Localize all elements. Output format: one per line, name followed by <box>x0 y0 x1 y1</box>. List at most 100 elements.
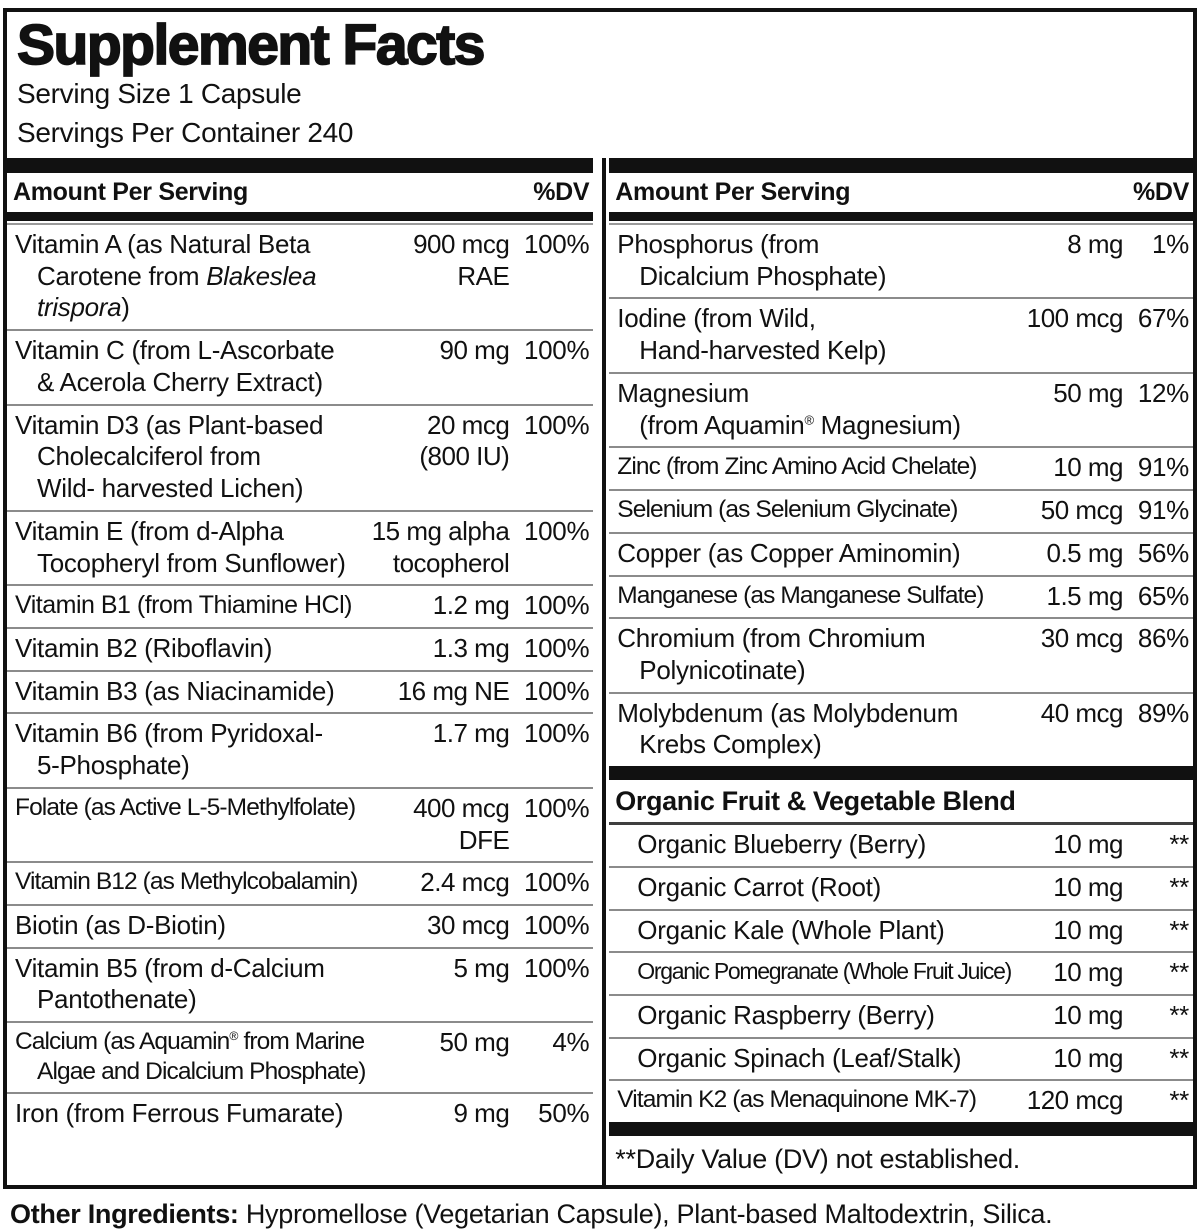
nutrient-row: Selenium (as Selenium Glycinate) 50 mcg 91… <box>609 489 1193 532</box>
nutrient-row: Vitamin B12 (as Methylcobalamin) 2.4 mcg 1… <box>7 861 594 904</box>
column-header-right: Amount Per Serving %DV <box>609 173 1193 212</box>
nutrient-name: Zinc (from Zinc Amino Acid Chelate) <box>617 453 977 481</box>
other-ingredients-label: Other Ingredients: <box>10 1199 239 1230</box>
nutrient-dv: 91% <box>1137 452 1189 483</box>
nutrient-dv: 100% <box>523 675 590 706</box>
nutrient-name: Biotin (as D-Biotin) <box>15 909 226 940</box>
nutrient-dv: 100% <box>523 229 590 260</box>
nutrient-row: Iodine (from Wild, Hand-harvested Kelp) 1… <box>609 297 1193 371</box>
nutrient-dv: 91% <box>1137 495 1189 526</box>
nutrient-amount: 120 mcg <box>1026 1085 1124 1116</box>
title-block: Supplement Facts Serving Size 1 Capsule … <box>7 12 1193 158</box>
nutrient-name: Molybdenum (as Molybdenum Krebs Complex) <box>617 697 959 760</box>
header-bar-bottom-left <box>7 212 594 222</box>
nutrient-name: Vitamin C (from L-Ascorbate & Acerola Ch… <box>15 335 335 397</box>
nutrient-amount: 100 mcg <box>1026 303 1124 334</box>
nutrient-dv: 4% <box>552 1027 590 1058</box>
nutrient-row: Folate (as Active L-5-Methylfolate) 400 m… <box>7 786 594 861</box>
nutrient-row: Vitamin B5 (from d-Calcium Pantothenate)… <box>7 946 594 1021</box>
nutrient-dv: ** <box>1169 914 1189 945</box>
nutrient-name: Vitamin B12 (as Methylcobalamin) <box>15 868 358 896</box>
nutrient-amount: 400 mcg DFE <box>413 792 510 855</box>
column-divider <box>602 158 607 1186</box>
other-ingredients-text: Hypromellose (Vegetarian Capsule), Plant… <box>238 1199 1053 1230</box>
serving-size-text: Serving Size 1 Capsule <box>17 78 302 110</box>
nutrient-amount: 16 mg NE <box>397 675 510 706</box>
nutrient-dv: 100% <box>523 409 590 440</box>
left-nutrient-rows: Vitamin A (as Natural Beta Carotene from… <box>7 225 594 1135</box>
nutrient-name: Selenium (as Selenium Glycinate) <box>617 496 958 524</box>
nutrient-row: Manganese (as Manganese Sulfate) 1.5 mg 65… <box>609 574 1193 618</box>
blend-section-bar <box>609 766 1193 781</box>
nutrient-dv: ** <box>1169 957 1189 988</box>
nutrient-name: Organic Carrot (Root) <box>637 871 881 902</box>
nutrient-name: Iodine (from Wild, Hand-harvested Kelp) <box>617 303 887 366</box>
nutrient-amount: 30 mcg <box>1040 623 1124 654</box>
nutrient-dv: 100% <box>523 792 590 823</box>
nutrient-row: Organic Kale (Whole Plant) 10 mg ** <box>609 908 1193 952</box>
header-hairline-left <box>7 223 594 226</box>
nutrient-row: Organic Pomegranate (Whole Fruit Juice) 1… <box>609 951 1193 994</box>
nutrient-dv: 100% <box>523 632 590 663</box>
nutrient-amount: 1.2 mg <box>432 590 510 621</box>
nutrient-row: Molybdenum (as Molybdenum Krebs Complex)… <box>609 691 1193 766</box>
header-hairline-right <box>609 223 1193 226</box>
nutrient-amount: 10 mg <box>1053 999 1123 1030</box>
nutrient-row: Phosphorus (from Dicalcium Phosphate) 8 m… <box>609 225 1193 297</box>
nutrient-row: Vitamin B3 (as Niacinamide) 16 mg NE 100% <box>7 669 594 713</box>
nutrient-dv: 100% <box>523 952 590 983</box>
nutrient-name: Chromium (from Chromium Polynicotinate) <box>617 623 926 685</box>
nutrient-row: Biotin (as D-Biotin) 30 mcg 100% <box>7 903 594 947</box>
nutrient-dv: ** <box>1169 871 1189 902</box>
nutrient-row: Vitamin A (as Natural Beta Carotene from… <box>7 225 593 329</box>
nutrient-amount: 900 mcg RAE <box>413 229 510 291</box>
nutrient-amount: 9 mg <box>453 1097 510 1128</box>
facts-columns: Amount Per Serving %DV Vitamin A (as Nat… <box>7 158 1193 1186</box>
nutrient-dv: 100% <box>523 515 590 546</box>
nutrient-name: Organic Raspberry (Berry) <box>637 999 935 1030</box>
nutrient-name: Iron (from Ferrous Fumarate) <box>15 1097 344 1128</box>
nutrient-amount: 1.3 mg <box>432 632 510 663</box>
nutrient-amount: 90 mg <box>439 335 510 366</box>
nutrient-row: Zinc (from Zinc Amino Acid Chelate) 10 mg… <box>609 446 1193 489</box>
nutrient-name: Magnesium (from Aquamin® Magnesium) <box>617 377 961 440</box>
nutrient-amount: 0.5 mg <box>1046 537 1124 568</box>
nutrient-dv: ** <box>1169 999 1189 1030</box>
nutrient-name: Manganese (as Manganese Sulfate) <box>617 581 984 609</box>
nutrient-amount: 30 mcg <box>427 909 510 940</box>
amount-per-serving-header: Amount Per Serving <box>13 178 248 207</box>
nutrient-amount: 2.4 mcg <box>420 867 510 898</box>
nutrient-name: Organic Spinach (Leaf/Stalk) <box>637 1042 962 1073</box>
nutrient-dv: 56% <box>1137 537 1189 568</box>
nutrient-name: Phosphorus (from Dicalcium Phosphate) <box>617 229 887 291</box>
nutrient-amount: 10 mg <box>1053 871 1123 902</box>
nutrient-row: Organic Blueberry (Berry) 10 mg ** <box>609 825 1193 866</box>
nutrient-dv: 100% <box>523 909 590 940</box>
nutrient-row: Vitamin D3 (as Plant-based Cholecalcifer… <box>7 403 594 510</box>
nutrient-row: Iron (from Ferrous Fumarate) 9 mg 50% <box>7 1091 594 1135</box>
nutrient-dv: 89% <box>1137 697 1189 728</box>
nutrient-amount: 1.5 mg <box>1046 580 1124 611</box>
servings-per-container-text: Servings Per Container 240 <box>17 117 354 149</box>
nutrient-dv: 50% <box>538 1097 590 1128</box>
nutrient-dv: 12% <box>1137 377 1189 408</box>
nutrient-row: Organic Carrot (Root) 10 mg ** <box>609 865 1193 909</box>
nutrient-amount: 1.7 mg <box>432 718 510 749</box>
header-bar-top-right <box>609 158 1193 174</box>
other-ingredients: Other Ingredients: Hypromellose (Vegetar… <box>0 1189 1200 1230</box>
nutrient-row: Magnesium (from Aquamin® Magnesium) 50 mg… <box>609 371 1193 446</box>
nutrient-name: Vitamin D3 (as Plant-based Cholecalcifer… <box>15 409 324 504</box>
nutrient-dv: ** <box>1169 1085 1189 1116</box>
percent-dv-header: %DV <box>1132 178 1189 207</box>
nutrient-amount: 5 mg <box>453 952 510 983</box>
nutrient-row: Vitamin K2 (as Menaquinone MK-7) 120 mcg *… <box>609 1081 1193 1122</box>
nutrient-amount: 15 mg alpha tocopherol <box>371 515 510 578</box>
nutrient-name: Vitamin B1 (from Thiamine HCl) <box>15 591 352 620</box>
nutrient-row: Vitamin E (from d-Alpha Tocopheryl from … <box>7 509 594 584</box>
nutrient-amount: 8 mg <box>1067 229 1123 260</box>
nutrient-row: Vitamin B6 (from Pyridoxal- 5-Phosphate)… <box>7 712 594 786</box>
nutrient-amount: 40 mcg <box>1040 697 1124 728</box>
nutrient-name: Organic Kale (Whole Plant) <box>637 914 945 945</box>
nutrient-dv: 1% <box>1152 229 1189 260</box>
nutrient-name: Vitamin B5 (from d-Calcium Pantothenate) <box>15 952 325 1015</box>
